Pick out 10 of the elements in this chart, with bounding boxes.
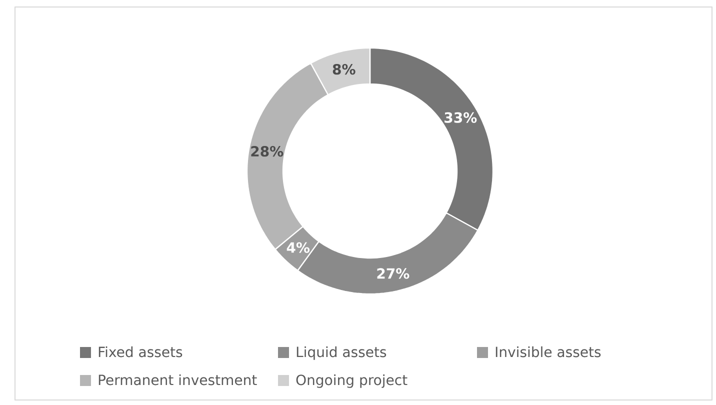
data-label: 27% (377, 268, 410, 279)
legend-label: Permanent investment (98, 374, 257, 386)
data-label: 28% (251, 146, 284, 157)
data-label: 4% (286, 242, 310, 253)
legend-label: Liquid assets (296, 346, 386, 360)
data-label: 8% (332, 64, 356, 75)
legend-label: Ongoing project (296, 374, 408, 388)
data-label: 33% (444, 112, 477, 123)
legend-label: Invisible assets (496, 346, 601, 358)
legend-label: Fixed assets (98, 346, 182, 358)
